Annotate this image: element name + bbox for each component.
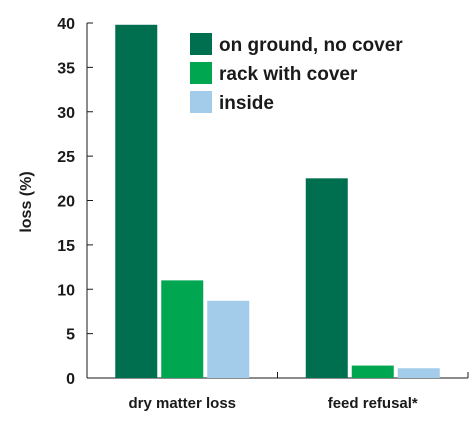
bar-on-ground-no-cover-0 — [115, 24, 158, 379]
legend-swatch — [190, 62, 212, 84]
y-tick-label: 20 — [57, 194, 75, 211]
legend-label: inside — [219, 93, 274, 114]
y-axis: 0 5 10 15 20 25 30 35 40 — [57, 16, 93, 388]
legend-swatch — [190, 33, 212, 55]
bar-rack-with-cover-1 — [351, 365, 394, 378]
y-axis-label: loss (%) — [18, 171, 35, 232]
legend-swatch — [190, 91, 212, 113]
bars — [115, 24, 440, 379]
y-tick-label: 5 — [66, 327, 75, 344]
y-tick-label: 40 — [57, 16, 75, 33]
x-category-label: feed refusal* — [328, 395, 418, 412]
legend: on ground, no cover rack with cover inside — [190, 33, 403, 114]
y-tick-label: 25 — [57, 149, 75, 166]
y-tick-label: 0 — [66, 371, 75, 388]
y-tick-label: 10 — [57, 282, 75, 299]
legend-label: on ground, no cover — [219, 35, 403, 56]
y-tick-label: 15 — [57, 238, 75, 255]
bar-inside-0 — [207, 300, 250, 378]
y-tick-label: 35 — [57, 60, 75, 77]
bar-inside-1 — [397, 368, 440, 378]
bar-on-ground-no-cover-1 — [305, 178, 348, 378]
bar-rack-with-cover-0 — [161, 280, 204, 378]
x-category-label: dry matter loss — [128, 395, 236, 412]
legend-label: rack with cover — [219, 64, 358, 85]
y-tick-label: 30 — [57, 105, 75, 122]
